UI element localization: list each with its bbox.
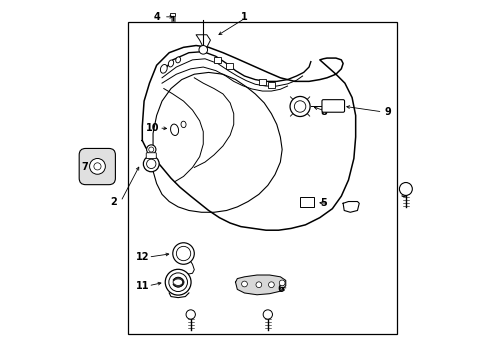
Circle shape <box>294 101 305 112</box>
Bar <box>258 79 265 85</box>
Circle shape <box>172 243 194 264</box>
Text: 6: 6 <box>276 284 283 294</box>
Circle shape <box>279 280 285 286</box>
Circle shape <box>173 277 183 287</box>
Text: 5: 5 <box>319 198 326 208</box>
Circle shape <box>94 163 101 170</box>
Ellipse shape <box>160 64 167 73</box>
Circle shape <box>185 310 195 319</box>
Circle shape <box>263 310 272 319</box>
Circle shape <box>168 273 187 292</box>
Circle shape <box>399 183 411 195</box>
Circle shape <box>165 269 191 295</box>
Circle shape <box>89 158 105 174</box>
Circle shape <box>199 45 207 54</box>
Circle shape <box>241 281 247 287</box>
Bar <box>300 197 313 207</box>
Circle shape <box>268 282 274 288</box>
Circle shape <box>146 145 156 154</box>
Polygon shape <box>235 275 285 295</box>
Bar <box>267 82 274 88</box>
Text: 8: 8 <box>319 107 326 117</box>
Ellipse shape <box>181 121 185 128</box>
Text: 10: 10 <box>146 123 160 133</box>
Ellipse shape <box>168 60 173 67</box>
Circle shape <box>148 147 153 152</box>
Circle shape <box>143 156 159 172</box>
Circle shape <box>255 282 261 288</box>
Text: 9: 9 <box>384 107 390 117</box>
Ellipse shape <box>170 124 178 135</box>
FancyBboxPatch shape <box>79 148 115 185</box>
Text: 11: 11 <box>135 281 149 291</box>
Text: 1: 1 <box>241 12 247 22</box>
FancyBboxPatch shape <box>146 153 156 158</box>
Bar <box>225 63 233 69</box>
Bar <box>128 22 396 334</box>
Text: 12: 12 <box>135 252 149 262</box>
Text: 7: 7 <box>81 162 88 172</box>
Text: 4: 4 <box>153 12 160 22</box>
Text: 2: 2 <box>110 197 117 207</box>
Circle shape <box>289 96 309 117</box>
Ellipse shape <box>175 57 180 63</box>
Circle shape <box>146 159 156 168</box>
Bar <box>214 57 221 63</box>
Bar <box>170 13 175 16</box>
FancyBboxPatch shape <box>321 100 344 112</box>
Circle shape <box>176 246 190 261</box>
Text: 3: 3 <box>400 189 407 199</box>
